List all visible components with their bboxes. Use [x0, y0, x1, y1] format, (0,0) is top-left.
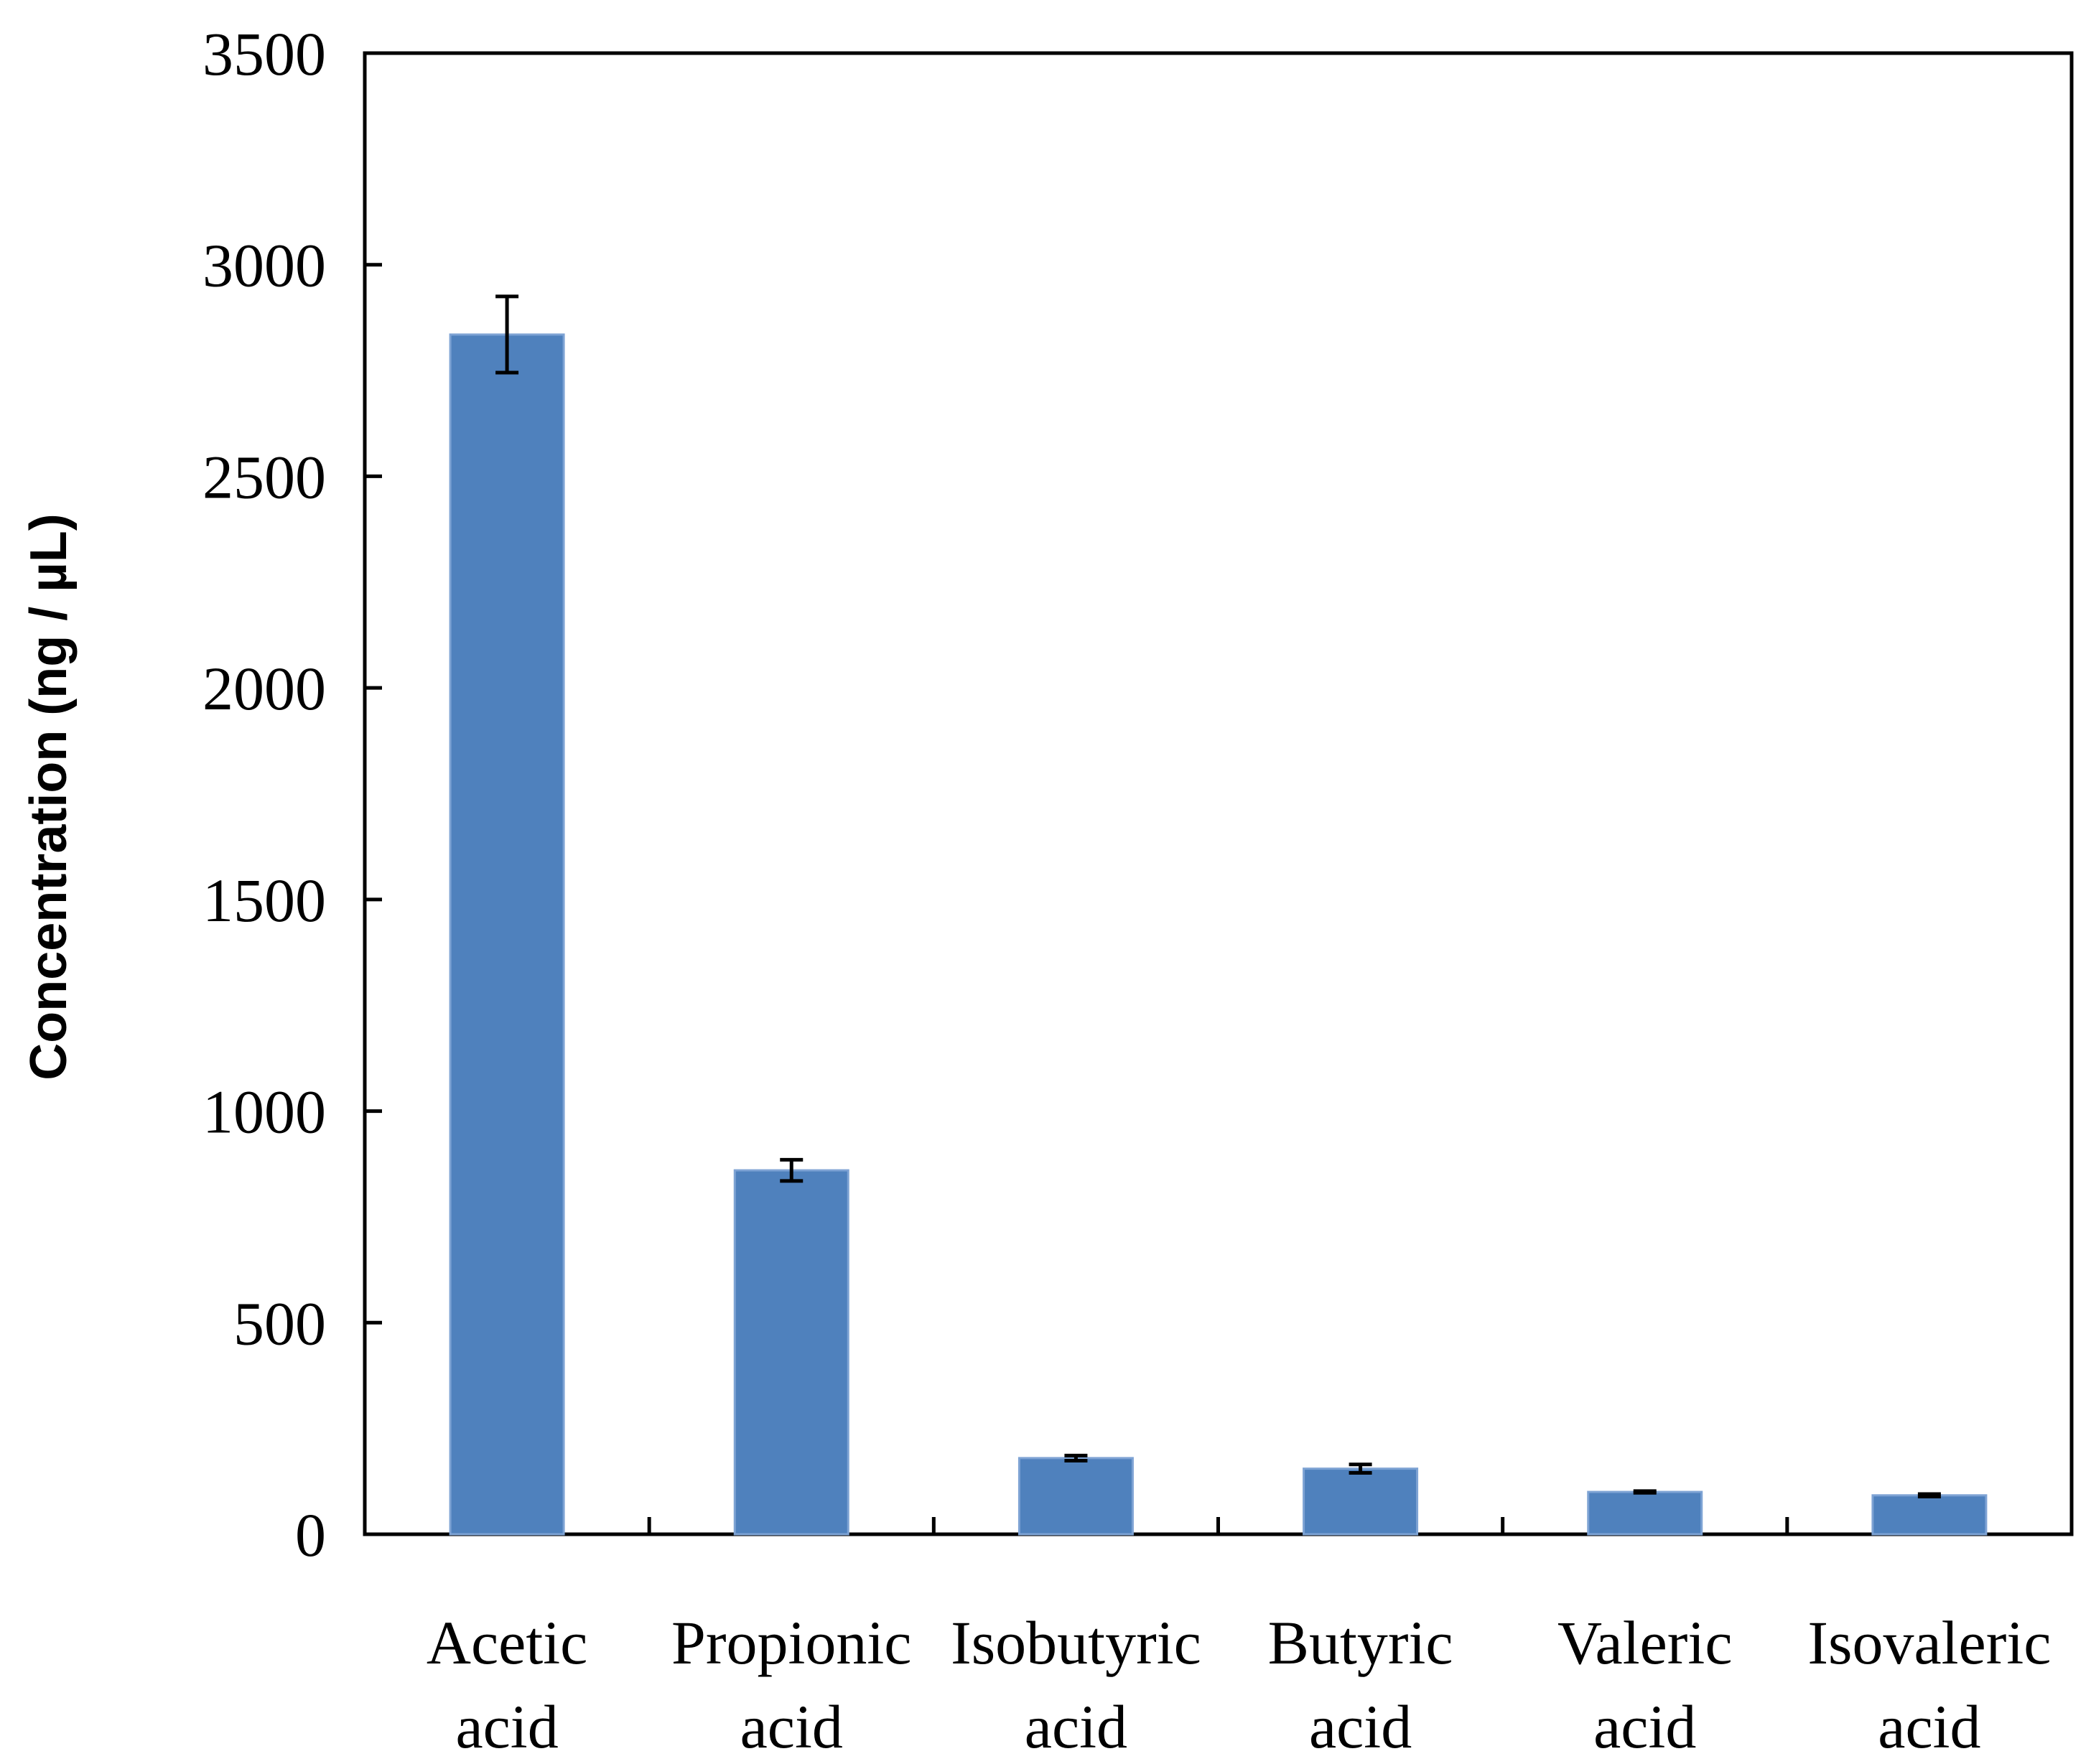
bar — [733, 1169, 849, 1536]
y-tick-label: 500 — [233, 1289, 326, 1358]
bar — [449, 333, 565, 1536]
y-tick-label: 1000 — [202, 1078, 326, 1147]
bar — [1587, 1490, 1703, 1536]
x-category-label: acid — [1309, 1692, 1412, 1761]
error-bar — [1064, 1453, 1088, 1462]
bar — [1017, 1457, 1134, 1536]
x-category-label: Propionic — [671, 1608, 911, 1677]
y-tick-label: 3000 — [202, 231, 326, 300]
error-bar — [495, 294, 519, 375]
x-category-label: Butyric — [1268, 1608, 1453, 1677]
x-category-label: Acetic — [427, 1608, 587, 1677]
bar — [1871, 1494, 1988, 1536]
y-tick-label: 2500 — [202, 442, 326, 511]
x-category-label: acid — [1878, 1692, 1980, 1761]
x-category-label: acid — [1025, 1692, 1127, 1761]
x-category-label: Isobutyric — [951, 1608, 1201, 1677]
x-category-label: acid — [455, 1692, 558, 1761]
x-category-label: Valeric — [1557, 1608, 1733, 1677]
y-tick-label: 2000 — [202, 654, 326, 723]
x-category-label: Isovaleric — [1807, 1608, 2051, 1677]
y-tick-label: 1500 — [202, 866, 326, 935]
error-bar — [1349, 1462, 1372, 1475]
y-axis-label: Concentration (ng / µL) — [20, 513, 78, 1080]
error-bar — [780, 1157, 804, 1183]
x-category-label: acid — [1593, 1692, 1696, 1761]
bar — [1303, 1467, 1419, 1536]
x-category-label: acid — [740, 1692, 843, 1761]
y-tick-label: 3500 — [202, 19, 326, 88]
y-tick-label: 0 — [295, 1501, 326, 1569]
plot-frame — [363, 51, 2074, 1536]
error-bar — [1917, 1492, 1941, 1499]
error-bar — [1633, 1489, 1657, 1495]
